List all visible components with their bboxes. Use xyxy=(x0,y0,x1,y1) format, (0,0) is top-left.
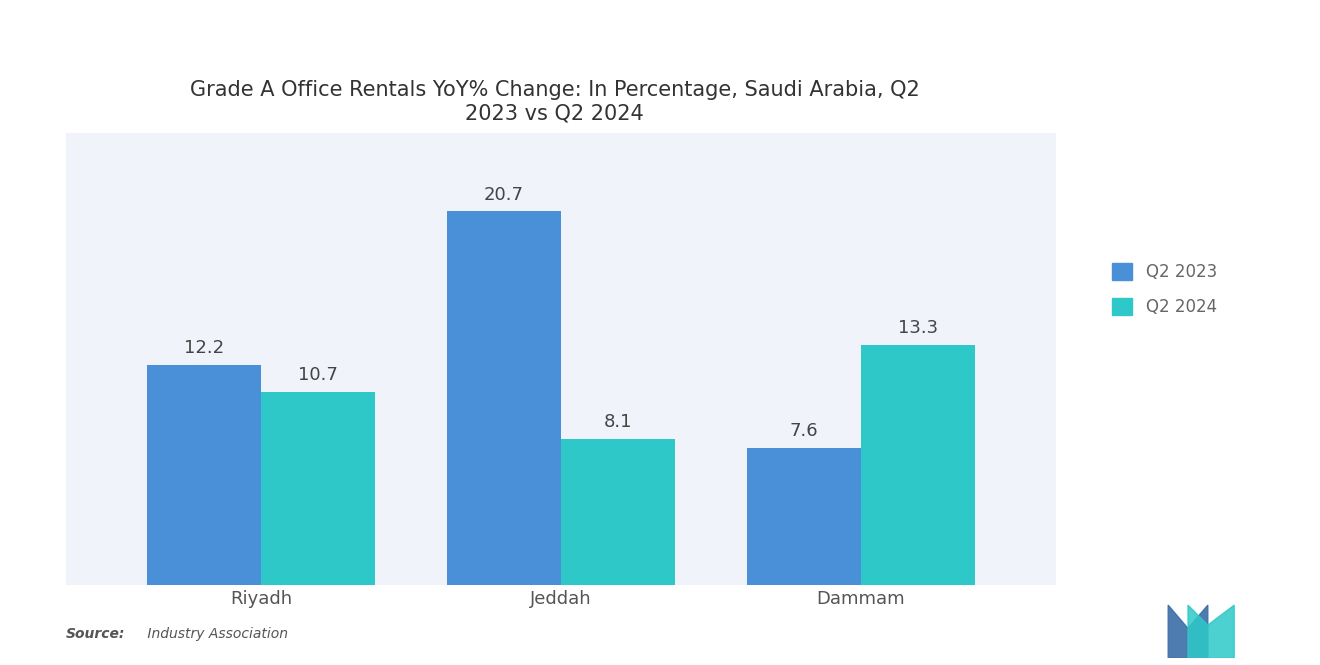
Text: 13.3: 13.3 xyxy=(898,319,939,337)
Polygon shape xyxy=(1188,605,1234,658)
Text: Industry Association: Industry Association xyxy=(143,627,288,642)
Bar xyxy=(561,439,675,585)
Text: 20.7: 20.7 xyxy=(484,186,524,203)
Text: 8.1: 8.1 xyxy=(603,414,632,432)
Bar xyxy=(261,392,375,585)
Bar xyxy=(747,448,861,585)
Text: Source:: Source: xyxy=(66,627,125,642)
Text: 7.6: 7.6 xyxy=(789,422,818,440)
Text: 12.2: 12.2 xyxy=(183,339,224,357)
Bar xyxy=(147,364,261,585)
Legend: Q2 2023, Q2 2024: Q2 2023, Q2 2024 xyxy=(1104,255,1225,324)
Polygon shape xyxy=(1168,605,1208,658)
Bar xyxy=(447,211,561,585)
Bar xyxy=(861,344,975,585)
Text: Grade A Office Rentals YoY% Change: In Percentage, Saudi Arabia, Q2
2023 vs Q2 2: Grade A Office Rentals YoY% Change: In P… xyxy=(190,80,919,123)
Text: 10.7: 10.7 xyxy=(298,366,338,384)
